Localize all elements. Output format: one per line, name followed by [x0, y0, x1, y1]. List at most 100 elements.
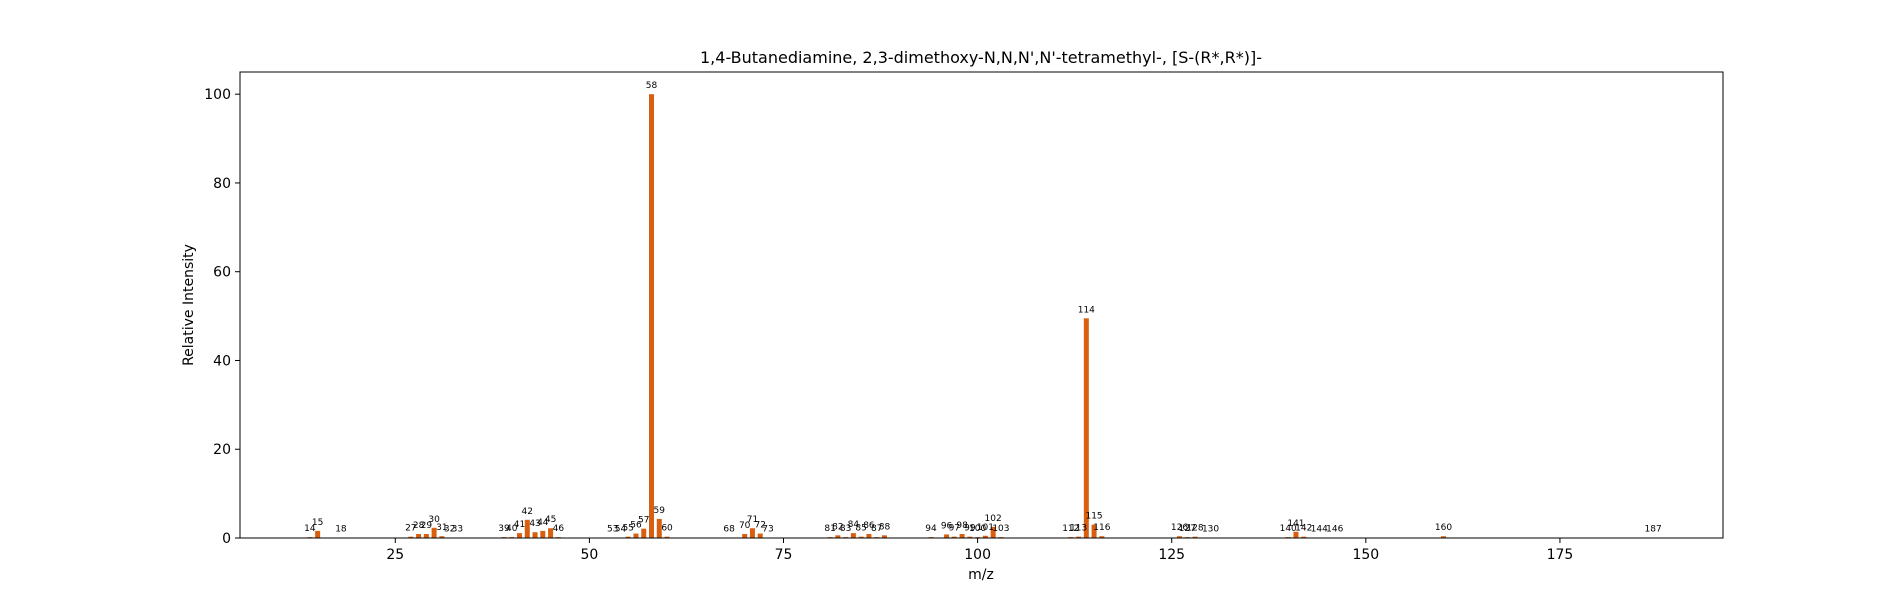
bar-mz-55 — [625, 536, 631, 538]
x-tick-label-75: 75 — [775, 547, 793, 563]
peak-label-mz-72: 72 — [754, 521, 765, 531]
peak-label-mz-127: 127 — [1179, 524, 1196, 534]
bar-mz-128 — [1192, 536, 1198, 538]
peak-label-mz-45: 45 — [545, 515, 556, 525]
peak-label-mz-98: 98 — [956, 521, 968, 531]
peak-label-mz-28: 28 — [413, 521, 425, 531]
bar-mz-96 — [944, 534, 950, 538]
bar-mz-114 — [1083, 318, 1089, 538]
peak-label-mz-15: 15 — [312, 518, 323, 528]
peak-label-mz-56: 56 — [630, 521, 642, 531]
peak-label-mz-43: 43 — [529, 519, 540, 529]
peak-label-mz-70: 70 — [739, 521, 751, 531]
peak-label-mz-41: 41 — [514, 520, 525, 530]
y-tick-label-100: 100 — [204, 87, 231, 103]
chart-title: 1,4-Butanediamine, 2,3-dimethoxy-N,N,N',… — [700, 48, 1262, 67]
bar-mz-28 — [416, 534, 422, 538]
peak-label-mz-32: 32 — [444, 525, 455, 535]
y-axis-label: Relative Intensity — [181, 244, 197, 366]
peak-label-mz-85: 85 — [855, 524, 866, 534]
bar-mz-101 — [982, 535, 988, 538]
peak-label-mz-73: 73 — [762, 525, 773, 535]
y-axis-ticks: 0 20 40 60 80 100 — [204, 87, 240, 547]
peak-label-mz-116: 116 — [1093, 523, 1110, 533]
peak-label-mz-115: 115 — [1085, 512, 1102, 522]
peak-label-mz-126: 126 — [1171, 523, 1188, 533]
bar-mz-59 — [656, 518, 662, 538]
peak-label-mz-60: 60 — [661, 524, 673, 534]
peak-label-mz-30: 30 — [428, 515, 440, 525]
bar-mz-70 — [742, 534, 748, 538]
peak-label-mz-68: 68 — [723, 525, 735, 535]
peak-label-mz-29: 29 — [421, 521, 433, 531]
bar-mz-56 — [633, 533, 639, 538]
peak-label-mz-84: 84 — [848, 520, 860, 530]
peak-label-mz-88: 88 — [879, 522, 891, 532]
peak-label-mz-59: 59 — [654, 506, 666, 516]
peak-label-mz-187: 187 — [1645, 525, 1662, 535]
y-tick-label-0: 0 — [222, 531, 231, 547]
bar-mz-85 — [858, 536, 864, 538]
bar-mz-84 — [850, 533, 856, 538]
y-tick-label-20: 20 — [213, 442, 231, 458]
bar-mz-31 — [439, 536, 445, 538]
bar-mz-88 — [881, 535, 887, 538]
peak-label-mz-144: 144 — [1311, 525, 1328, 535]
peak-label-mz-114: 114 — [1078, 305, 1095, 315]
peak-label-mz-100: 100 — [969, 524, 986, 534]
y-tick-label-60: 60 — [213, 265, 231, 281]
peak-label-mz-96: 96 — [941, 521, 953, 531]
peak-label-mz-54: 54 — [615, 525, 627, 535]
peak-label-mz-94: 94 — [925, 524, 937, 534]
bar-mz-116 — [1099, 536, 1105, 538]
peak-label-mz-113: 113 — [1070, 524, 1087, 534]
x-tick-label-100: 100 — [964, 547, 991, 563]
peak-label-mz-130: 130 — [1202, 525, 1219, 535]
peak-label-mz-57: 57 — [638, 516, 649, 526]
peak-label-mz-128: 128 — [1186, 524, 1203, 534]
bar-mz-102 — [990, 526, 996, 538]
bar-mz-97 — [951, 536, 957, 538]
bar-mz-15 — [315, 530, 321, 538]
peak-label-mz-71: 71 — [747, 515, 758, 525]
peak-label-mz-112: 112 — [1062, 524, 1079, 534]
bar-mz-71 — [749, 528, 755, 538]
peak-label-mz-58: 58 — [646, 81, 658, 91]
peak-label-mz-87: 87 — [871, 524, 882, 534]
x-tick-label-50: 50 — [580, 547, 598, 563]
bar-mz-58 — [649, 94, 655, 538]
peak-label-mz-82: 82 — [832, 522, 843, 532]
peak-label-mz-53: 53 — [607, 525, 618, 535]
peak-label-mz-140: 140 — [1280, 524, 1297, 534]
bar-mz-27 — [408, 536, 414, 538]
y-tick-label-80: 80 — [213, 176, 231, 192]
bar-mz-86 — [866, 534, 872, 538]
x-axis-label: m/z — [968, 567, 994, 583]
x-axis-ticks: 25 50 75 100 125 150 175 — [386, 538, 1573, 563]
peak-label-mz-97: 97 — [949, 524, 960, 534]
peak-label-mz-146: 146 — [1326, 525, 1343, 535]
peak-label-mz-31: 31 — [436, 523, 447, 533]
peak-label-mz-40: 40 — [506, 524, 518, 534]
peak-label-mz-141: 141 — [1287, 519, 1304, 529]
bar-mz-29 — [423, 534, 429, 538]
peak-label-mz-101: 101 — [977, 523, 994, 533]
plot-frame — [239, 71, 1724, 539]
peak-label-mz-27: 27 — [405, 524, 416, 534]
x-tick-label-125: 125 — [1158, 547, 1185, 563]
x-tick-label-175: 175 — [1547, 547, 1574, 563]
bar-mz-72 — [757, 533, 763, 538]
peak-label-mz-86: 86 — [863, 521, 875, 531]
bar-mz-115 — [1091, 524, 1097, 538]
peak-label-mz-44: 44 — [537, 518, 549, 528]
peak-label-mz-55: 55 — [622, 524, 633, 534]
bar-mz-60 — [664, 536, 670, 538]
bar-mz-57 — [641, 528, 647, 538]
bar-mz-98 — [959, 534, 965, 538]
y-tick-label-40: 40 — [213, 353, 231, 369]
peak-label-mz-102: 102 — [985, 514, 1002, 524]
bar-mz-99 — [967, 536, 973, 538]
bar-mz-142 — [1301, 536, 1307, 538]
peak-label-mz-39: 39 — [498, 524, 510, 534]
